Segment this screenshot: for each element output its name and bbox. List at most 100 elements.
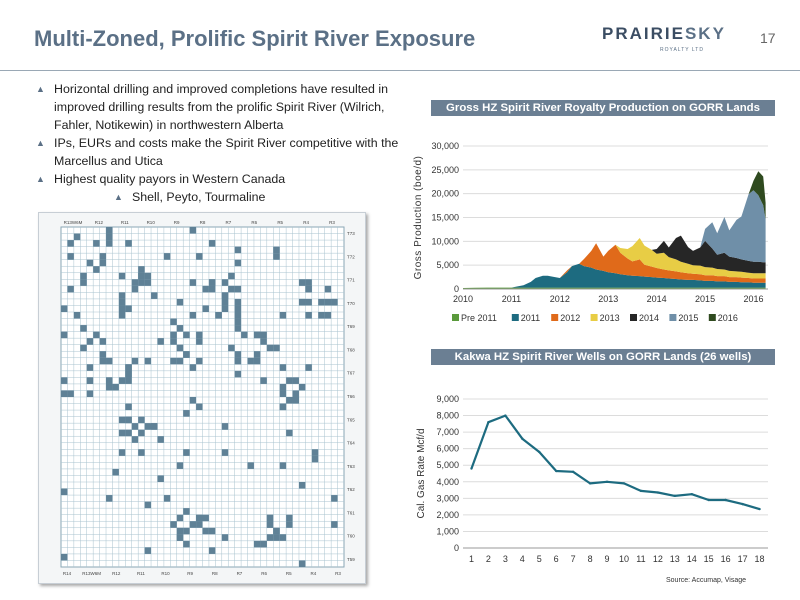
land-parcel: [234, 285, 242, 293]
map-township-label: T73: [347, 231, 355, 236]
land-parcel: [131, 436, 139, 443]
legend-label: 2013: [600, 313, 620, 323]
map-range-label: R3: [329, 220, 335, 225]
map-township-label: T65: [347, 417, 355, 422]
land-map-drawing: R13W6M R12 R11 R10 R9 R8 R7 R6 R5 R4 R3 R14 R13W6M R1…: [60, 220, 355, 576]
land-parcel: [260, 377, 267, 384]
gas-rate-x-tick-label: 16: [721, 554, 731, 564]
gas-rate-point: [639, 489, 643, 493]
land-parcel: [311, 455, 319, 463]
land-parcel: [125, 370, 132, 378]
land-parcel: [131, 279, 139, 286]
map-range-label: R12: [95, 220, 104, 225]
land-parcel: [331, 495, 338, 502]
land-parcel: [61, 390, 68, 397]
land-parcel: [144, 279, 152, 286]
production-area-2011: [463, 263, 766, 288]
land-parcel: [138, 449, 145, 456]
gas-rate-point: [656, 491, 660, 494]
logo-wordmark: PRAIRIESKY: [602, 24, 726, 43]
land-parcel: [157, 475, 164, 482]
land-parcel: [260, 331, 267, 339]
map-range-label: R7: [226, 220, 232, 225]
land-parcel: [144, 423, 152, 430]
land-parcel: [157, 338, 164, 345]
map-township-label: T63: [347, 464, 355, 469]
land-parcel: [176, 357, 184, 365]
land-parcel: [138, 429, 145, 437]
gas-rate-x-tick-label: 12: [653, 554, 663, 564]
land-parcel: [324, 298, 332, 306]
land-parcel: [221, 305, 229, 312]
land-parcel: [189, 521, 197, 528]
gas-rate-point: [758, 507, 761, 511]
land-parcel: [86, 364, 94, 371]
map-range-label: R11: [137, 571, 145, 576]
land-parcel: [112, 468, 119, 476]
map-township-label: T70: [347, 301, 355, 306]
gas-rate-y-tick-label: 7,000: [436, 427, 459, 437]
legend-swatch: [511, 314, 519, 321]
page-number: 17: [760, 30, 776, 46]
land-parcel: [234, 351, 242, 358]
land-parcel: [176, 344, 184, 352]
map-range-label: R7: [237, 571, 243, 576]
gas-rate-y-tick-label: 2,000: [436, 510, 459, 520]
land-parcel: [131, 285, 139, 293]
logo-subtitle: ROYALTY LTD: [660, 47, 704, 53]
land-parcel: [279, 534, 287, 541]
land-parcel: [189, 312, 197, 319]
land-parcel: [266, 521, 274, 528]
legend-swatch: [708, 314, 716, 321]
map-range-label: R11: [121, 220, 129, 225]
gas-rate-point: [538, 450, 541, 454]
land-parcel: [189, 279, 197, 286]
land-parcel: [106, 495, 113, 502]
land-parcel: [176, 325, 184, 332]
land-parcel: [279, 390, 287, 397]
land-parcel: [176, 514, 184, 522]
legend-label: 2014: [639, 313, 659, 323]
land-parcel: [266, 514, 274, 522]
land-parcel: [221, 534, 229, 541]
gas-rate-point: [470, 467, 473, 470]
map-range-label: R13W6M: [64, 220, 83, 225]
map-range-label: R9: [187, 571, 193, 576]
map-range-label: R4: [310, 571, 316, 576]
map-range-label: R5: [286, 571, 292, 576]
land-parcel: [221, 279, 229, 286]
land-parcel: [279, 403, 287, 411]
land-parcel: [221, 292, 229, 299]
legend-swatch: [590, 314, 598, 321]
land-parcel: [247, 462, 254, 469]
land-parcel: [151, 292, 158, 299]
caret-up-icon: ▲: [114, 192, 123, 202]
gas-rate-x-tick-label: 17: [738, 554, 748, 564]
land-parcel: [144, 357, 152, 365]
gas-rate-x-tick-label: 8: [588, 554, 593, 564]
land-parcel: [292, 390, 299, 397]
land-parcel: [331, 298, 338, 306]
bullet-item: ▲ Highest quality payors in Western Canad…: [36, 172, 286, 186]
gas-rate-x-tick-label: 1: [469, 554, 474, 564]
land-parcel: [298, 298, 306, 306]
land-parcel: [118, 272, 126, 280]
legend-label: 2016: [718, 313, 738, 323]
land-parcel: [234, 357, 242, 365]
gas-rate-y-axis-label: Cal. Gas Rate Mcf/d: [416, 428, 427, 518]
land-parcel: [106, 357, 113, 365]
land-parcel: [118, 429, 126, 437]
land-parcel: [61, 488, 68, 496]
production-y-tick-label: 0: [454, 284, 459, 294]
gas-rate-point: [690, 492, 693, 496]
land-parcel: [176, 298, 184, 306]
land-parcel: [305, 285, 312, 293]
map-township-label: T64: [347, 441, 355, 446]
land-parcel: [86, 338, 94, 345]
land-parcel: [67, 240, 74, 247]
land-map: R13W6M R12 R11 R10 R9 R8 R7 R6 R5 R4 R3 R14 R13W6M R1…: [38, 212, 366, 584]
map-range-label: R8: [212, 571, 218, 576]
land-parcel: [170, 521, 177, 528]
land-parcel: [93, 331, 100, 339]
map-township-label: T60: [347, 534, 355, 539]
